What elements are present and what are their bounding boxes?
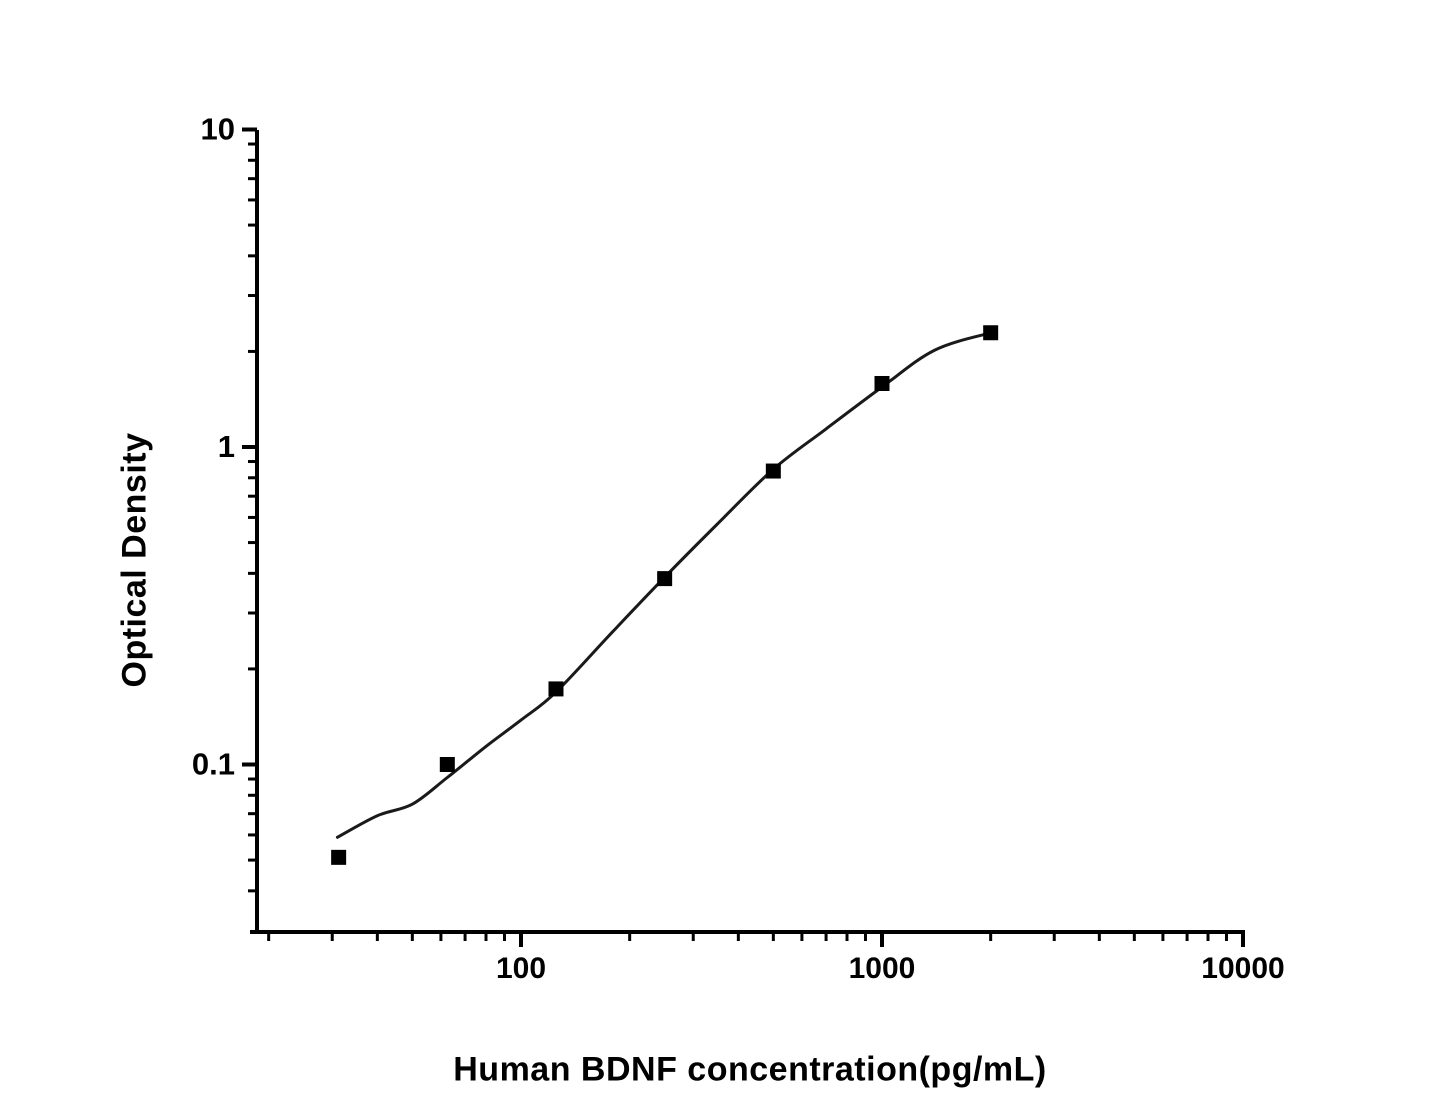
y-axis-tick-label: 1: [218, 429, 235, 464]
fit-curve-line: [335, 331, 993, 839]
x-axis-tick-label: 100: [496, 952, 546, 985]
data-point-marker: [874, 375, 890, 391]
y-axis-title: Optical Density: [115, 432, 154, 688]
data-point-marker: [983, 325, 999, 341]
data-point-marker: [657, 571, 673, 587]
data-point-marker: [331, 849, 347, 865]
data-point-marker: [765, 463, 781, 479]
x-axis-title: Human BDNF concentration(pg/mL): [453, 1050, 1047, 1089]
data-point-marker: [548, 681, 564, 697]
x-axis-tick-label: 1000: [849, 952, 916, 985]
y-axis-tick-label: 10: [201, 112, 235, 147]
data-point-marker: [439, 757, 455, 772]
x-axis-tick-label: 10000: [1201, 952, 1284, 985]
y-axis-tick-label: 0.1: [192, 747, 235, 782]
